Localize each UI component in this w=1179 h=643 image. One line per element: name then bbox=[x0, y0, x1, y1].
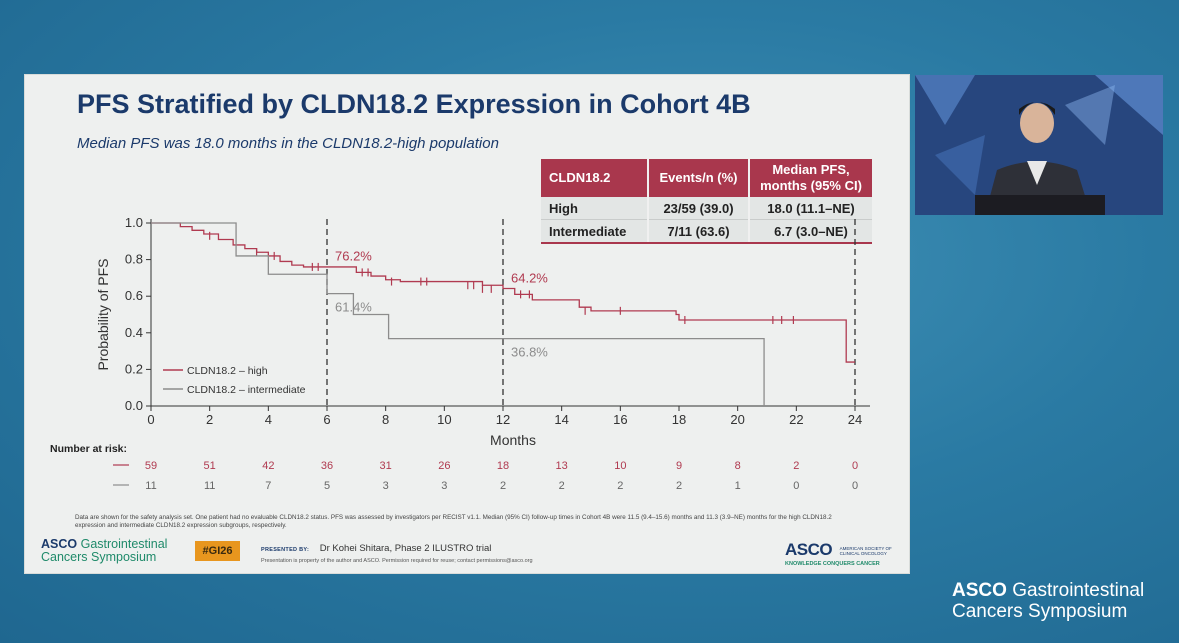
asco-tagline: KNOWLEDGE CONQUERS CANCER bbox=[785, 561, 880, 567]
slide-title: PFS Stratified by CLDN18.2 Expression in… bbox=[77, 89, 751, 119]
x-tick-label: 16 bbox=[613, 412, 627, 427]
col-header-events: Events/n (%) bbox=[648, 159, 750, 197]
risk-count-high: 36 bbox=[321, 460, 333, 472]
corner-logo-line1: Gastrointestinal bbox=[1012, 580, 1145, 601]
col-header-cldn: CLDN18.2 bbox=[541, 159, 649, 197]
asco-logo-text: ASCO bbox=[785, 540, 833, 559]
km-curve-high bbox=[151, 222, 855, 363]
cell-group: Intermediate bbox=[541, 219, 649, 244]
legend-label: CLDN18.2 – intermediate bbox=[187, 384, 306, 396]
pfs-table: CLDN18.2 Events/n (%) Median PFS, months … bbox=[541, 159, 872, 244]
km-chart: 0 2 4 6 8 10 12 14 16 18 20 22 240.00.20.40.60.81.0M… bbox=[50, 215, 870, 492]
y-tick-label: 0.0 bbox=[125, 398, 143, 413]
gi-logo-asco: ASCO bbox=[41, 537, 78, 551]
risk-count-intermediate: 7 bbox=[265, 480, 271, 492]
speaker-video bbox=[915, 75, 1163, 215]
x-tick-label: 20 bbox=[730, 412, 744, 427]
x-tick-label: 14 bbox=[554, 412, 568, 427]
risk-count-intermediate: 0 bbox=[852, 480, 858, 492]
risk-count-high: 59 bbox=[145, 460, 157, 472]
risk-count-high: 42 bbox=[262, 460, 274, 472]
presenter-name: Dr Kohei Shitara, Phase 2 ILUSTRO trial bbox=[319, 543, 492, 554]
gi-logo-name1: Gastrointestinal bbox=[80, 537, 168, 551]
risk-count-intermediate: 11 bbox=[145, 480, 156, 492]
annotation-label: 36.8% bbox=[511, 345, 548, 360]
risk-count-high: 51 bbox=[204, 460, 216, 472]
x-tick-label: 6 bbox=[323, 412, 330, 427]
risk-count-intermediate: 1 bbox=[735, 480, 741, 492]
risk-count-intermediate: 5 bbox=[324, 480, 330, 492]
x-tick-label: 8 bbox=[382, 412, 389, 427]
asco-logo: ASCO AMERICAN SOCIETY OF CLINICAL ONCOLO… bbox=[785, 540, 900, 567]
pfs-table-header: CLDN18.2 Events/n (%) Median PFS, months … bbox=[541, 159, 872, 197]
risk-count-high: 18 bbox=[497, 460, 509, 472]
gi-symposium-logo: ASCO Gastrointestinal Cancers Symposium bbox=[41, 538, 167, 564]
legend-label: CLDN18.2 – high bbox=[187, 365, 268, 377]
risk-count-intermediate: 0 bbox=[793, 480, 799, 492]
x-tick-label: 18 bbox=[672, 412, 686, 427]
col-header-median-line1: Median PFS, bbox=[772, 162, 850, 177]
risk-count-high: 26 bbox=[438, 460, 450, 472]
speaker-video-image bbox=[915, 75, 1163, 215]
gi-logo-name2: Cancers Symposium bbox=[41, 550, 157, 564]
x-tick-label: 0 bbox=[147, 412, 154, 427]
x-axis-label: Months bbox=[490, 432, 536, 448]
asco-logo-small: AMERICAN SOCIETY OF CLINICAL ONCOLOGY bbox=[839, 545, 892, 556]
y-axis-label: Probability of PFS bbox=[95, 258, 111, 370]
risk-count-high: 8 bbox=[735, 460, 741, 472]
x-tick-label: 10 bbox=[437, 412, 451, 427]
y-tick-label: 0.6 bbox=[125, 288, 143, 303]
cell-median: 18.0 (11.1–NE) bbox=[749, 197, 872, 220]
annotation-label: 76.2% bbox=[335, 249, 372, 264]
risk-count-intermediate: 11 bbox=[204, 480, 215, 492]
slide-subtitle: Median PFS was 18.0 months in the CLDN18… bbox=[77, 135, 499, 152]
table-row: High 23/59 (39.0) 18.0 (11.1–NE) bbox=[541, 197, 872, 220]
km-curve-intermediate bbox=[151, 222, 765, 406]
x-tick-label: 22 bbox=[789, 412, 803, 427]
risk-table-label: Number at risk: bbox=[50, 443, 127, 455]
y-tick-label: 0.8 bbox=[125, 252, 143, 267]
cell-group: High bbox=[541, 197, 649, 220]
cell-events: 7/11 (63.6) bbox=[648, 219, 750, 244]
x-tick-label: 4 bbox=[265, 412, 272, 427]
col-header-median-line2: months (95% CI) bbox=[760, 178, 862, 193]
footnote: Data are shown for the safety analysis s… bbox=[75, 514, 832, 529]
presented-label: PRESENTED BY: bbox=[261, 547, 310, 553]
risk-count-intermediate: 3 bbox=[441, 480, 447, 492]
annotation-label: 61.4% bbox=[335, 300, 372, 315]
risk-count-intermediate: 2 bbox=[500, 480, 506, 492]
y-tick-label: 1.0 bbox=[125, 215, 143, 230]
risk-count-high: 13 bbox=[556, 460, 568, 472]
x-tick-label: 12 bbox=[496, 412, 510, 427]
risk-count-intermediate: 2 bbox=[617, 480, 623, 492]
y-tick-label: 0.4 bbox=[125, 325, 143, 340]
presented-by: PRESENTED BY: Dr Kohei Shitara, Phase 2 … bbox=[261, 543, 491, 554]
risk-count-intermediate: 2 bbox=[676, 480, 682, 492]
risk-count-high: 9 bbox=[676, 460, 682, 472]
presentation-slide: PFS Stratified by CLDN18.2 Expression in… bbox=[24, 74, 910, 574]
x-tick-label: 2 bbox=[206, 412, 213, 427]
hashtag-badge: #GI26 bbox=[195, 541, 240, 561]
cell-median: 6.7 (3.0–NE) bbox=[749, 219, 872, 244]
risk-count-high: 31 bbox=[380, 460, 392, 472]
corner-logo-asco: ASCO bbox=[952, 580, 1007, 601]
y-tick-label: 0.2 bbox=[125, 361, 143, 376]
annotation-label: 64.2% bbox=[511, 271, 548, 286]
corner-symposium-logo: ASCO Gastrointestinal Cancers Symposium bbox=[952, 580, 1144, 622]
table-row: Intermediate 7/11 (63.6) 6.7 (3.0–NE) bbox=[541, 219, 872, 244]
corner-logo-line2: Cancers Symposium bbox=[952, 601, 1128, 622]
col-header-median: Median PFS, months (95% CI) bbox=[749, 159, 872, 197]
risk-count-high: 0 bbox=[852, 460, 858, 472]
risk-count-intermediate: 2 bbox=[559, 480, 565, 492]
x-tick-label: 24 bbox=[848, 412, 862, 427]
cell-events: 23/59 (39.0) bbox=[648, 197, 750, 220]
risk-count-high: 2 bbox=[793, 460, 799, 472]
property-note: Presentation is property of the author a… bbox=[261, 558, 533, 564]
risk-count-high: 10 bbox=[614, 460, 626, 472]
risk-count-intermediate: 3 bbox=[383, 480, 389, 492]
